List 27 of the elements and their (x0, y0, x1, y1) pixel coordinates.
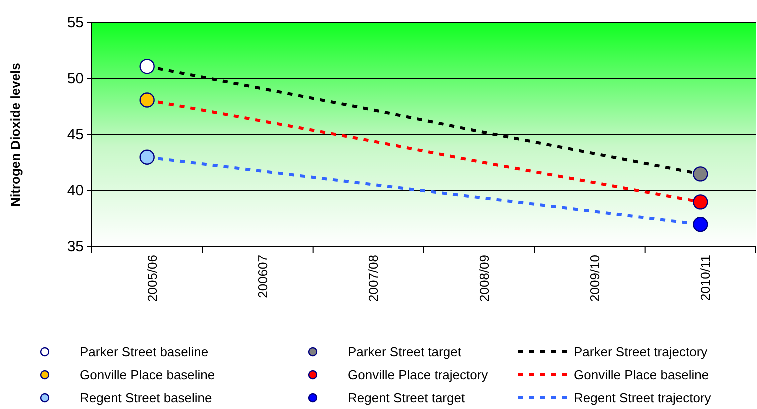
x-tick-label: 2005/06 (144, 255, 160, 302)
y-tick-label: 45 (67, 126, 84, 144)
x-tick-label: 200607 (256, 255, 270, 298)
legend-label: Gonville Place baseline (574, 368, 710, 382)
legend-label: Regent Street trajectory (574, 390, 712, 406)
y-tick-label: 50 (67, 70, 84, 88)
point (140, 92, 155, 108)
point (693, 194, 708, 210)
point (693, 166, 708, 182)
legend-label: Gonville Place baseline (80, 368, 216, 382)
point (140, 150, 155, 165)
x-tick-label: 2007/08 (366, 255, 382, 302)
y-axis-title: Nitrogen Dioxide levels (8, 63, 23, 207)
y-tick-label: 40 (67, 182, 84, 200)
legend-label: Parker Street target (348, 344, 462, 360)
x-tick-label: 2008/09 (476, 255, 492, 302)
x-tick-label: 2009/10 (588, 255, 602, 302)
point (693, 217, 708, 232)
point (140, 59, 155, 74)
legend-label: Parker Street baseline (80, 344, 209, 360)
legend-label: Parker Street trajectory (574, 344, 708, 360)
legend-label: Regent Street baseline (80, 390, 212, 406)
x-tick-label: 2010/11 (698, 255, 714, 302)
y-tick-label: 55 (67, 14, 84, 32)
legend-label: Gonville Place trajectory (348, 368, 489, 382)
y-tick-label: 35 (67, 238, 84, 256)
legend-label: Regent Street target (348, 390, 466, 406)
